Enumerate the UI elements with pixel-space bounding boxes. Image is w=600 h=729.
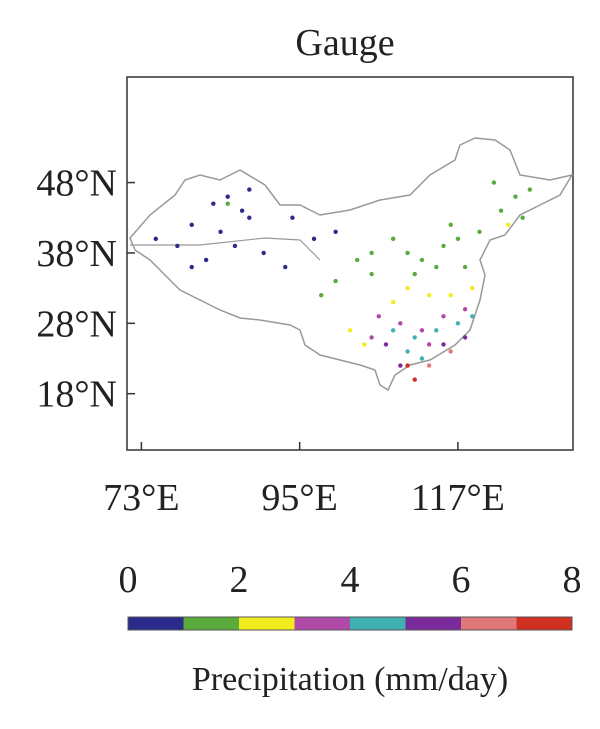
gauge-point: [477, 229, 482, 235]
province-line: [130, 237, 321, 261]
gauge-point: [369, 250, 374, 256]
gauge-point: [426, 342, 432, 347]
gauge-point: [405, 349, 410, 354]
gauge-point: [333, 278, 338, 284]
colorbar-swatch: [183, 617, 239, 630]
colorbar-swatch: [239, 617, 295, 630]
gauge-point: [470, 314, 475, 319]
gauge-point: [225, 194, 230, 199]
gauge-point: [225, 201, 230, 206]
gauge-point: [448, 292, 453, 298]
gauge-point: [369, 271, 374, 277]
y-tick-label: 28°N: [36, 303, 117, 345]
gauge-point: [419, 328, 425, 333]
map-frame: [126, 76, 574, 451]
x-tick-label: 117°E: [411, 477, 505, 519]
gauge-point: [506, 222, 511, 227]
gauge-point: [426, 363, 432, 368]
gauge-point: [462, 264, 468, 270]
y-tick-label: 48°N: [36, 163, 117, 205]
gauge-point: [247, 187, 252, 192]
colorbar-tick-label: 0: [119, 559, 138, 601]
gauge-point: [434, 328, 439, 333]
colorbar-swatch: [461, 617, 517, 630]
gauge-point: [448, 349, 453, 354]
colorbar-label: Precipitation (mm/day): [192, 661, 508, 698]
gauge-point: [398, 321, 403, 326]
y-tick-label: 18°N: [36, 374, 117, 416]
gauge-point: [419, 257, 425, 263]
gauge-point: [441, 314, 446, 319]
gauge-point: [405, 285, 410, 291]
gauge-point: [189, 222, 194, 227]
colorbar-swatch: [350, 617, 406, 630]
gauge-point: [390, 236, 396, 242]
gauge-point: [354, 257, 360, 263]
gauge-point: [232, 243, 238, 249]
map-title: Gauge: [295, 22, 394, 64]
gauge-point: [369, 335, 374, 340]
gauge-point: [527, 187, 533, 192]
gauge-point: [441, 342, 446, 347]
gauge-point: [376, 314, 381, 319]
gauge-point: [434, 264, 439, 270]
x-tick-label: 95°E: [261, 477, 337, 519]
colorbar-swatch: [128, 617, 184, 630]
gauge-point: [153, 236, 158, 242]
gauge-point: [347, 328, 353, 333]
gauge-point: [412, 335, 417, 340]
gauge-point: [390, 328, 396, 333]
gauge-point: [455, 321, 461, 326]
colorbar-tick-label: 2: [230, 559, 249, 601]
gauge-point: [448, 222, 453, 227]
gauge-point: [462, 307, 468, 312]
gauge-point: [498, 208, 504, 213]
colorbar-frame: [127, 616, 573, 631]
gauge-point: [455, 236, 461, 242]
gauge-point: [189, 264, 194, 270]
gauge-point: [290, 215, 295, 220]
colorbar-swatch: [405, 617, 461, 630]
gauge-point: [441, 243, 446, 249]
gauge-point: [203, 257, 209, 263]
gauge-point: [390, 300, 396, 305]
gauge-point: [247, 215, 252, 220]
gauge-point: [261, 250, 266, 256]
gauge-point: [491, 180, 497, 185]
x-tick-label: 73°E: [103, 477, 179, 519]
colorbar-tick-label: 4: [341, 559, 360, 601]
gauge-point: [405, 363, 410, 368]
gauge-point: [462, 335, 468, 340]
gauge-point: [175, 243, 180, 249]
gauge-point: [426, 292, 432, 298]
gauge-point: [319, 292, 324, 298]
gauge-point: [470, 285, 475, 291]
gauge-point: [412, 377, 417, 382]
colorbar-swatch: [516, 617, 572, 630]
gauge-point: [211, 201, 216, 206]
gauge-point: [412, 271, 417, 277]
gauge-point: [283, 264, 288, 270]
gauge-point: [218, 229, 223, 235]
gauge-point: [513, 194, 518, 199]
colorbar-swatch: [294, 617, 350, 630]
gauge-point: [419, 356, 425, 361]
gauge-point: [405, 250, 410, 256]
colorbar-tick-label: 8: [563, 559, 582, 601]
gauge-point: [383, 342, 389, 347]
gauge-point: [311, 236, 317, 242]
gauge-point: [398, 363, 403, 368]
colorbar-tick-label: 6: [452, 559, 471, 601]
gauge-point: [520, 215, 525, 220]
gauge-point: [239, 208, 245, 213]
gauge-point: [333, 229, 338, 235]
gauge-point: [362, 342, 367, 347]
country-outline: [129, 137, 574, 392]
y-tick-label: 38°N: [36, 233, 117, 275]
